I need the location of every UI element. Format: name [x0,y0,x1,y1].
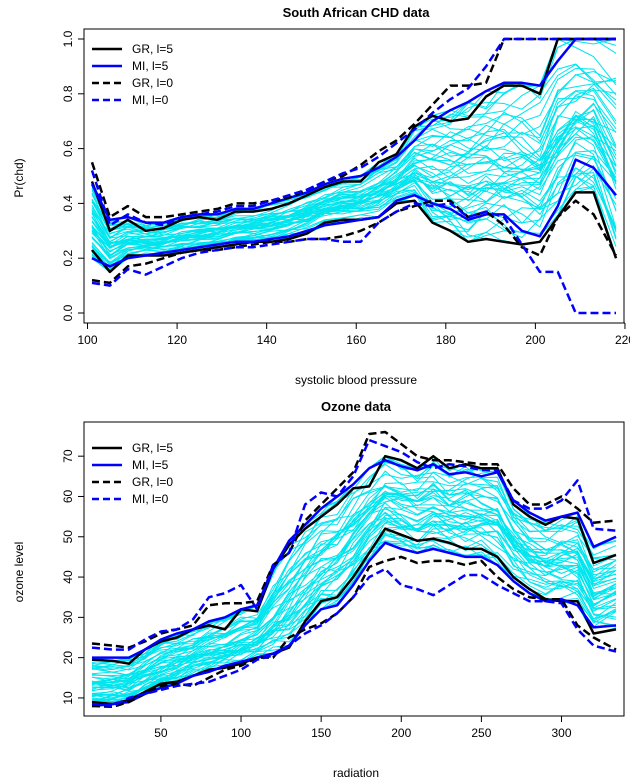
series-line [91,541,617,708]
y-tick-label: 0.0 [61,304,75,321]
x-tick-label: 250 [471,726,491,740]
y-axis-label: Pr(chd) [12,158,26,197]
y-tick-label: 60 [61,489,75,503]
chart-title: Ozone data [321,399,392,414]
x-tick-label: 160 [346,333,366,347]
legend-label: GR, l=5 [132,42,173,56]
series-line [90,37,616,233]
band-curve [91,509,617,684]
series-line [90,37,616,227]
band-curve [91,511,617,702]
band-curve [91,484,617,680]
band-curve [91,136,617,248]
series-line [91,438,617,651]
legend-label: GR, l=5 [132,441,173,455]
band-curve [91,102,617,245]
band-curve [91,115,617,260]
x-tick-label: 120 [167,333,187,347]
y-tick-label: 40 [61,570,75,584]
x-tick-label: 300 [552,726,572,740]
x-tick-label: 140 [257,333,277,347]
band-curve [91,470,617,683]
y-tick-label: 1.0 [61,30,75,47]
x-tick-label: 180 [436,333,456,347]
series-lines [91,430,617,709]
band-curve [91,533,617,699]
band-curve [91,483,617,685]
y-tick-label: 0.2 [61,250,75,267]
x-tick-label: 150 [311,726,331,740]
band-curve [91,494,617,699]
band-curve [91,513,617,696]
legend: GR, l=5 MI, l=5 GR, l=0 MI, l=0 [92,441,173,506]
band-curve [91,472,617,669]
band-curve [91,114,617,259]
y-tick-label: 50 [61,530,75,544]
legend-label: MI, l=0 [132,93,169,107]
band-curve [91,73,617,236]
x-tick-label: 50 [154,726,168,740]
y-tick-label: 70 [61,449,75,463]
band-curve [91,119,617,249]
x-axis-label: radiation [333,766,379,780]
x-axis: 100 120 140 160 180 200 220 [78,322,630,347]
band-curve [91,155,617,269]
y-axis-label: ozone level [12,542,26,603]
x-tick-label: 200 [525,333,545,347]
y-tick-label: 0.4 [61,195,75,212]
legend-label: MI, l=5 [132,59,169,73]
x-tick-label: 200 [391,726,411,740]
y-axis: 0.0 0.2 0.4 0.6 0.8 1.0 [61,30,85,321]
y-axis: 10 20 30 40 50 60 70 [61,449,85,705]
band-curve [91,108,617,230]
series-lines [90,37,618,315]
x-axis-label: systolic blood pressure [295,373,417,387]
series-line [91,454,617,665]
panel-ozone: Ozone data radiation ozone level 50 100 15… [12,399,625,780]
band-curve [91,484,617,692]
band-curve [91,482,617,691]
panel-chd: South African CHD data systolic blood pr… [12,5,630,387]
legend-label: GR, l=0 [132,475,173,489]
y-tick-label: 10 [61,691,75,705]
series-line [91,567,617,708]
legend-label: MI, l=5 [132,458,169,472]
x-axis: 50 100 150 200 250 300 [154,715,572,740]
legend: GR, l=5 MI, l=5 GR, l=0 MI, l=0 [92,42,173,107]
legend-label: GR, l=0 [132,76,173,90]
series-line [91,191,618,274]
band-curve [91,534,617,692]
y-tick-label: 20 [61,651,75,665]
y-tick-label: 0.6 [61,140,75,157]
band-curve [91,90,617,243]
legend-label: MI, l=0 [132,492,169,506]
series-line [92,458,617,659]
band-curve [91,496,617,668]
y-tick-label: 30 [61,610,75,624]
series-line [91,202,616,315]
series-line [91,158,617,268]
chart-title: South African CHD data [283,5,431,20]
band-curve [91,485,617,665]
x-tick-label: 100 [78,333,98,347]
band-curve [91,175,617,256]
band-curve [91,483,617,662]
series-line [91,430,617,649]
band-curve [91,167,617,248]
band-curve [91,110,617,243]
x-tick-label: 220 [615,333,630,347]
x-tick-label: 100 [231,726,251,740]
y-tick-label: 0.8 [61,85,75,102]
band-curve [91,89,617,232]
band-curve [91,518,617,686]
